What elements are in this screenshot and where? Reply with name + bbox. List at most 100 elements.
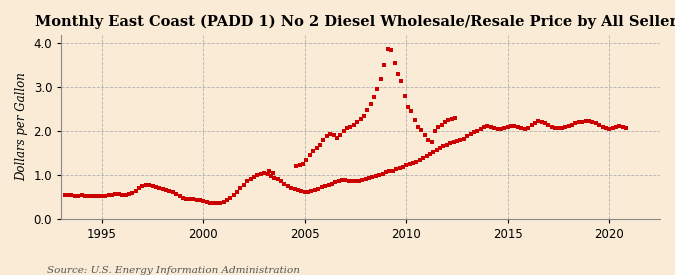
Point — [151, 185, 161, 189]
Point — [110, 192, 121, 196]
Point — [546, 125, 557, 129]
Point — [316, 185, 327, 189]
Point — [416, 128, 427, 133]
Point — [377, 171, 388, 176]
Point — [455, 138, 466, 142]
Point — [313, 187, 324, 191]
Point — [600, 126, 611, 130]
Point — [315, 143, 325, 147]
Point — [245, 177, 256, 182]
Point — [294, 163, 305, 167]
Point — [440, 120, 451, 125]
Point — [384, 169, 395, 174]
Point — [273, 177, 284, 182]
Point — [375, 76, 386, 81]
Point — [342, 125, 352, 130]
Point — [300, 189, 310, 194]
Point — [489, 126, 500, 130]
Point — [516, 126, 526, 130]
Point — [352, 120, 362, 125]
Point — [553, 126, 564, 130]
Point — [418, 156, 429, 161]
Point — [293, 188, 304, 192]
Point — [360, 177, 371, 182]
Point — [263, 172, 273, 176]
Point — [618, 125, 628, 129]
Point — [485, 125, 496, 129]
Point — [344, 178, 354, 183]
Point — [221, 198, 232, 202]
Point — [502, 125, 513, 129]
Point — [201, 200, 212, 204]
Point — [265, 174, 276, 178]
Point — [286, 186, 296, 190]
Point — [134, 186, 144, 190]
Point — [404, 162, 415, 166]
Point — [59, 192, 70, 197]
Point — [573, 120, 584, 125]
Point — [325, 132, 335, 136]
Point — [218, 200, 229, 204]
Point — [543, 122, 554, 127]
Point — [614, 124, 625, 128]
Point — [348, 123, 359, 127]
Point — [410, 118, 421, 122]
Point — [70, 194, 80, 198]
Point — [529, 121, 540, 125]
Point — [103, 193, 114, 197]
Point — [289, 187, 300, 192]
Point — [301, 157, 312, 162]
Point — [392, 72, 403, 76]
Point — [306, 189, 317, 193]
Point — [367, 175, 378, 179]
Point — [570, 121, 580, 125]
Point — [396, 79, 406, 83]
Point — [475, 127, 486, 131]
Point — [401, 163, 412, 167]
Point — [248, 175, 259, 179]
Point — [291, 164, 302, 168]
Point — [80, 193, 90, 198]
Point — [452, 139, 462, 143]
Point — [447, 117, 458, 121]
Point — [255, 171, 266, 176]
Point — [327, 182, 338, 186]
Point — [194, 198, 205, 202]
Point — [584, 119, 595, 124]
Point — [611, 125, 622, 129]
Point — [557, 125, 568, 130]
Point — [423, 138, 433, 142]
Point — [178, 196, 188, 200]
Point — [426, 140, 437, 144]
Point — [472, 129, 483, 133]
Point — [549, 125, 560, 130]
Point — [443, 118, 454, 122]
Point — [421, 154, 432, 158]
Point — [242, 179, 252, 184]
Point — [215, 201, 225, 205]
Point — [402, 105, 413, 109]
Point — [495, 127, 506, 131]
Point — [238, 182, 249, 187]
Point — [310, 188, 321, 192]
Point — [311, 145, 322, 150]
Point — [335, 133, 346, 138]
Point — [235, 186, 246, 190]
Point — [597, 125, 608, 129]
Point — [269, 175, 279, 180]
Point — [445, 141, 456, 145]
Point — [358, 114, 369, 118]
Point — [492, 127, 503, 131]
Point — [328, 133, 339, 138]
Point — [385, 48, 396, 52]
Point — [411, 160, 422, 164]
Point — [533, 119, 543, 124]
Point — [435, 145, 446, 150]
Point — [323, 182, 334, 187]
Point — [512, 125, 523, 129]
Point — [369, 95, 379, 99]
Point — [371, 174, 381, 178]
Y-axis label: Dollars per Gallon: Dollars per Gallon — [15, 72, 28, 181]
Point — [536, 120, 547, 125]
Point — [398, 165, 408, 169]
